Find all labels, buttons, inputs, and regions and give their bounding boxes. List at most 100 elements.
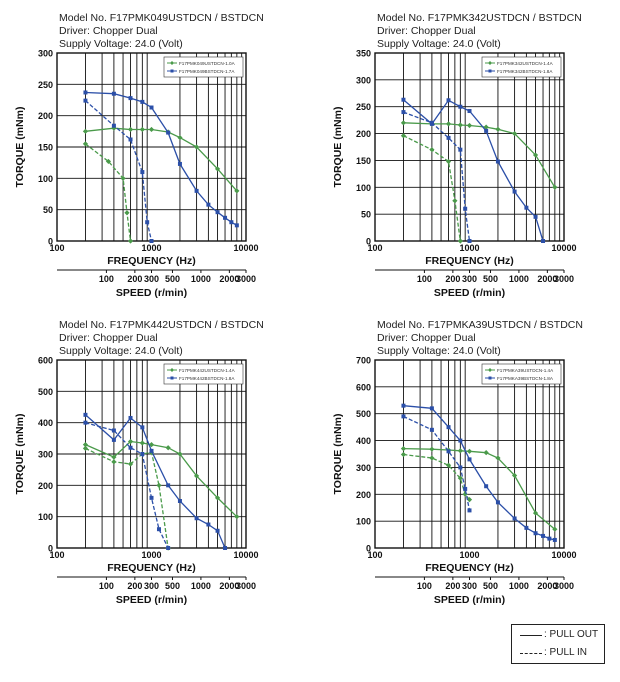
data-point-square <box>401 414 406 419</box>
series-legend: F17PMKA39USTDCN-1.4A F17PMKA39BSTDCN-1.8A <box>481 363 562 385</box>
data-point-diamond <box>429 147 435 153</box>
x-tick-label: 100 <box>49 243 64 253</box>
x-tick-label: 1000 <box>141 243 161 253</box>
data-point-diamond <box>457 122 463 128</box>
data-point-diamond <box>466 448 473 454</box>
data-point-square <box>128 445 133 450</box>
data-point-diamond <box>452 198 458 204</box>
chart-panel-4: Model No. F17PMKA39USTDCN / BSTDCNDriver… <box>332 319 583 606</box>
series-legend-marker <box>170 368 174 372</box>
series-legend-marker <box>170 376 174 380</box>
data-point-diamond <box>111 454 117 460</box>
data-point-square <box>145 220 150 225</box>
data-point-square <box>166 546 171 550</box>
data-point-diamond <box>445 462 452 468</box>
speed-tick-label: 3000 <box>554 581 574 591</box>
data-point-square <box>401 97 406 102</box>
y-tick-label: 400 <box>356 436 371 446</box>
legend-pull-in: : PULL IN <box>518 646 604 660</box>
speed-axis-title: SPEED (r/min) <box>434 287 505 299</box>
data-point-square <box>524 525 529 530</box>
series-legend-label: F17PMK342BSTDCN-1.8A <box>497 69 553 74</box>
data-point-square <box>128 415 133 420</box>
y-tick-label: 200 <box>356 490 371 500</box>
y-tick-label: 300 <box>356 463 371 473</box>
speed-axis-title: SPEED (r/min) <box>116 287 187 299</box>
speed-tick-label: 2000 <box>537 274 557 284</box>
y-tick-label: 600 <box>38 356 53 366</box>
speed-tick-label: 300 <box>462 274 477 284</box>
chart-header-line: Model No. F17PMK442USTDCN / BSTDCN <box>59 319 264 331</box>
y-tick-label: 0 <box>48 544 53 554</box>
speed-tick-label: 200 <box>127 581 142 591</box>
data-point-square <box>533 214 538 219</box>
x-tick-label: 100 <box>367 550 382 560</box>
chart-header-line: Supply Voltage: 24.0 (Volt) <box>377 345 501 357</box>
data-point-diamond <box>445 121 452 127</box>
y-tick-label: 250 <box>356 102 371 112</box>
series-legend: F17PMK049USTDCN-1.0A F17PMK049BSTDCN-1.7A <box>163 56 244 78</box>
y-tick-label: 350 <box>356 49 371 59</box>
data-point-diamond <box>105 158 112 165</box>
data-point-square <box>429 427 434 432</box>
data-point-square <box>166 130 171 135</box>
data-point-square <box>467 508 472 513</box>
data-point-diamond <box>82 445 89 451</box>
x-axis-title: FREQUENCY (Hz) <box>107 562 195 574</box>
data-point-square <box>552 537 557 542</box>
data-point-square <box>83 420 88 425</box>
chart-header-line: Driver: Chopper Dual <box>377 25 476 37</box>
y-tick-label: 400 <box>38 418 53 428</box>
y-tick-label: 0 <box>48 237 53 247</box>
data-point-square <box>463 206 468 211</box>
chart-panel-1: Model No. F17PMK049USTDCN / BSTDCNDriver… <box>14 12 264 299</box>
data-point-diamond <box>214 495 221 501</box>
speed-tick-label: 100 <box>417 274 432 284</box>
data-point-square <box>128 137 133 142</box>
y-tick-label: 250 <box>38 80 53 90</box>
data-point-square <box>140 425 145 430</box>
data-point-square <box>524 205 529 210</box>
data-point-diamond <box>234 188 240 194</box>
data-point-square <box>463 486 468 491</box>
series-legend: F17PMK442USTDCN-1.4A F17PMK442BSTDCN-1.8A <box>163 363 244 385</box>
data-point-diamond <box>127 461 134 467</box>
chart-header-line: Supply Voltage: 24.0 (Volt) <box>59 38 183 50</box>
x-tick-label: 100 <box>49 550 64 560</box>
data-point-diamond <box>127 438 134 445</box>
speed-tick-label: 3000 <box>554 274 574 284</box>
data-point-square <box>234 223 239 228</box>
y-tick-label: 50 <box>43 205 53 215</box>
data-point-diamond <box>82 128 89 134</box>
speed-tick-label: 1000 <box>191 274 211 284</box>
x-axis-title: FREQUENCY (Hz) <box>425 255 513 267</box>
data-point-diamond <box>124 210 130 216</box>
data-point-square <box>458 465 463 470</box>
data-point-square <box>149 105 154 110</box>
y-axis-title: TORQUE (mNm) <box>14 414 26 495</box>
data-point-square <box>484 484 489 489</box>
x-tick-label: 10000 <box>233 243 258 253</box>
y-tick-label: 700 <box>356 356 371 366</box>
speed-tick-label: 200 <box>445 581 460 591</box>
data-point-diamond <box>466 122 473 129</box>
speed-tick-label: 1000 <box>509 581 529 591</box>
speed-tick-label: 100 <box>99 581 114 591</box>
data-point-diamond <box>483 450 489 456</box>
data-point-square <box>401 110 406 115</box>
x-tick-label: 1000 <box>141 550 161 560</box>
data-point-square <box>446 98 451 103</box>
series-legend-label: F17PMK442BSTDCN-1.8A <box>179 376 235 381</box>
speed-tick-label: 200 <box>127 274 142 284</box>
data-point-diamond <box>111 459 117 465</box>
data-point-square <box>458 147 463 152</box>
chart-header-line: Model No. F17PMK049USTDCN / BSTDCN <box>59 12 264 24</box>
x-axis-title: FREQUENCY (Hz) <box>425 562 513 574</box>
data-point-diamond <box>82 442 89 448</box>
pull-out-curve <box>84 414 226 549</box>
chart-header-line: Driver: Chopper Dual <box>59 25 158 37</box>
data-point-square <box>206 202 211 207</box>
data-point-diamond <box>82 141 89 147</box>
data-point-square <box>111 437 116 442</box>
x-tick-label: 100 <box>367 243 382 253</box>
